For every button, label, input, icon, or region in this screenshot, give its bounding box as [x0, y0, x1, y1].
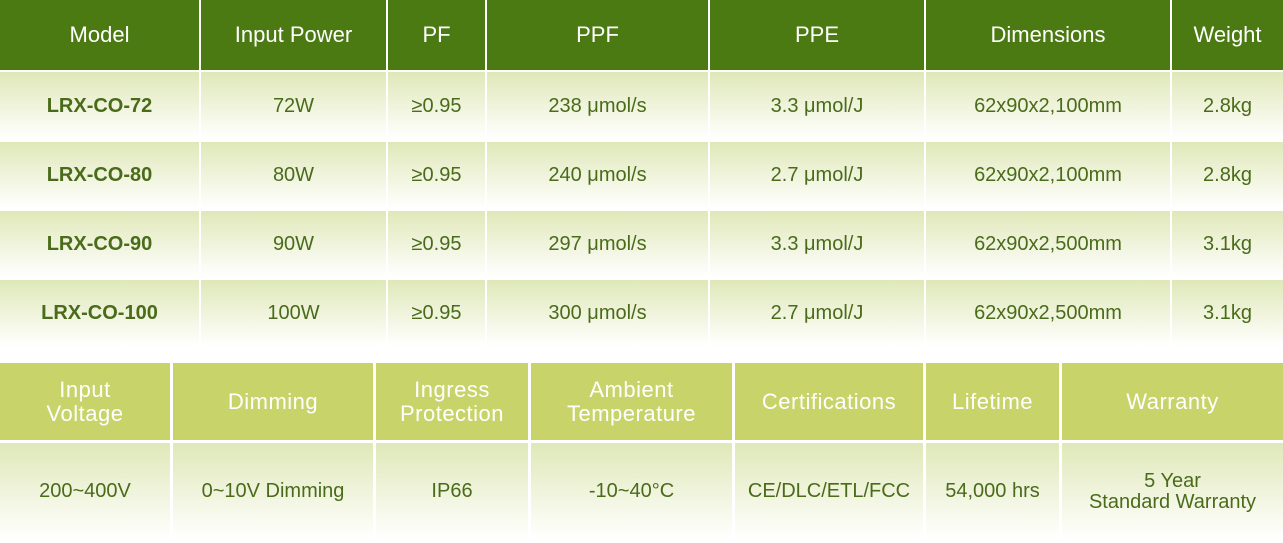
- table-cell: 54,000 hrs: [926, 443, 1059, 540]
- table-cell: LRX-CO-100: [0, 280, 199, 347]
- header-cell: Input Power: [201, 0, 386, 70]
- table-cell: 0~10V Dimming: [173, 443, 373, 540]
- header-cell: Dimensions: [926, 0, 1170, 70]
- header-cell: Dimming: [173, 363, 373, 440]
- header-cell: Certifications: [735, 363, 923, 440]
- header-cell: PF: [388, 0, 485, 70]
- table-cell: 3.1kg: [1172, 211, 1283, 278]
- table-cell: 297 μmol/s: [487, 211, 708, 278]
- table-cell: LRX-CO-80: [0, 142, 199, 209]
- header-cell: Input Voltage: [0, 363, 170, 440]
- table-cell: ≥0.95: [388, 211, 485, 278]
- header-cell: Model: [0, 0, 199, 70]
- table-cell: 80W: [201, 142, 386, 209]
- table-cell: 2.8kg: [1172, 72, 1283, 140]
- table-cell: 3.1kg: [1172, 280, 1283, 347]
- header-cell: PPE: [710, 0, 924, 70]
- table-cell: 3.3 μmol/J: [710, 211, 924, 278]
- table-cell: ≥0.95: [388, 142, 485, 209]
- table-cell: 62x90x2,100mm: [926, 72, 1170, 140]
- header-cell: Lifetime: [926, 363, 1059, 440]
- header-cell: PPF: [487, 0, 708, 70]
- table-cell: LRX-CO-72: [0, 72, 199, 140]
- table-cell: 2.7 μmol/J: [710, 142, 924, 209]
- table-cell: 62x90x2,100mm: [926, 142, 1170, 209]
- table-cell: 3.3 μmol/J: [710, 72, 924, 140]
- header-cell: Ambient Temperature: [531, 363, 732, 440]
- table-cell: ≥0.95: [388, 72, 485, 140]
- table-cell: 2.8kg: [1172, 142, 1283, 209]
- header-cell: Ingress Protection: [376, 363, 528, 440]
- table-cell: 238 μmol/s: [487, 72, 708, 140]
- header-cell: Weight: [1172, 0, 1283, 70]
- table-cell: IP66: [376, 443, 528, 540]
- table-cell: 90W: [201, 211, 386, 278]
- table-cell: LRX-CO-90: [0, 211, 199, 278]
- table-cell: 240 μmol/s: [487, 142, 708, 209]
- table-cell: ≥0.95: [388, 280, 485, 347]
- table-cell: 300 μmol/s: [487, 280, 708, 347]
- table-cell: 200~400V: [0, 443, 170, 540]
- table-cell: 2.7 μmol/J: [710, 280, 924, 347]
- header-cell: Warranty: [1062, 363, 1283, 440]
- table-cell: 62x90x2,500mm: [926, 211, 1170, 278]
- table-cell: 5 Year Standard Warranty: [1062, 443, 1283, 540]
- table-cell: 100W: [201, 280, 386, 347]
- table-cell: CE/DLC/ETL/FCC: [735, 443, 923, 540]
- table-cell: -10~40°C: [531, 443, 732, 540]
- table-cell: 72W: [201, 72, 386, 140]
- table-cell: 62x90x2,500mm: [926, 280, 1170, 347]
